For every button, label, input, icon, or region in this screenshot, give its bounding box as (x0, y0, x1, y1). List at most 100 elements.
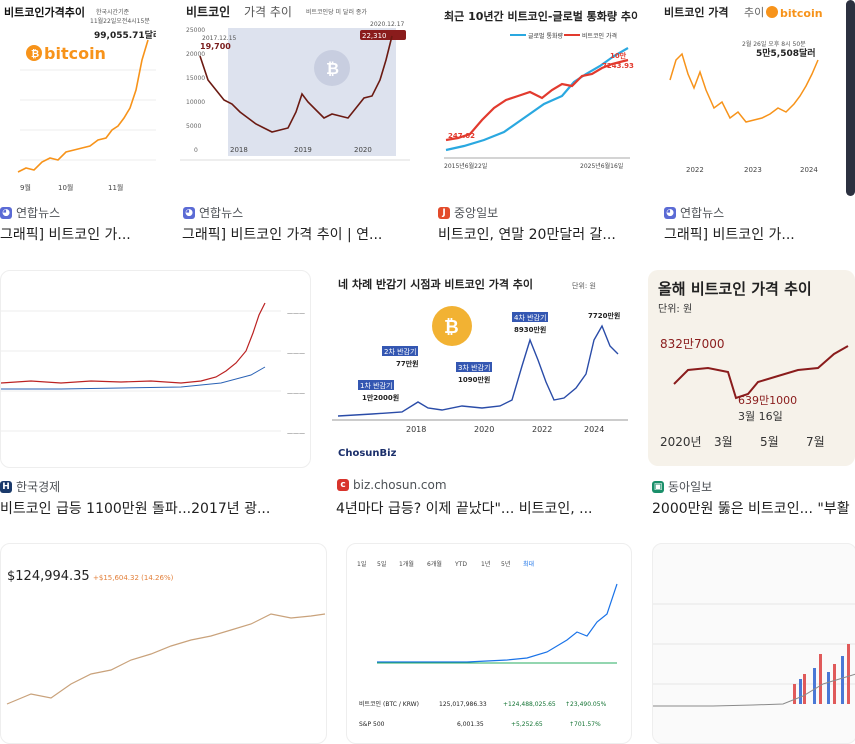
svg-text:₿: ₿ (31, 48, 39, 60)
svg-text:1일: 1일 (357, 560, 366, 568)
result-thumb-4[interactable]: 비트코인 가격 추이 bitcoin 2월 26일 오후 8시 50분 5만5,… (660, 0, 825, 196)
svg-text:글로벌 통화량: 글로벌 통화량 (528, 32, 564, 40)
svg-text:6개월: 6개월 (427, 560, 442, 568)
svg-text:8930만원: 8930만원 (514, 325, 546, 334)
svg-text:7월: 7월 (806, 435, 825, 449)
svg-text:3월 16일: 3월 16일 (738, 409, 783, 423)
result-caption-5[interactable]: 비트코인 급등 1100만원 돌파...2017년 광... (0, 501, 271, 517)
result-thumb-3[interactable]: 최근 10년간 비트코인-글로벌 통화량 추이 글로벌 통화량 비트코인 가격 … (434, 0, 638, 196)
svg-text:2024: 2024 (800, 166, 818, 174)
result-thumb-2[interactable]: 비트코인 가격 추이 비트코인당 미 달러 종가 ₿ 25000 20000 15… (180, 0, 410, 196)
svg-text:22,310: 22,310 (362, 32, 387, 40)
svg-text:2018: 2018 (230, 146, 248, 154)
svg-text:5일: 5일 (377, 560, 386, 568)
result-thumb-1[interactable]: 비트코인가격추이 한국시간기준 11월22일오전4시15분 ₿ bitcoin … (0, 0, 156, 196)
svg-text:3월: 3월 (714, 435, 733, 449)
result-thumb-9[interactable]: 1일 5일 1개월 6개월 YTD 1년 5년 최대 비트코인 (BTC / KRW) 1… (346, 543, 632, 744)
svg-text:단위: 원: 단위: 원 (572, 281, 596, 290)
svg-text:6,001.35: 6,001.35 (457, 721, 484, 728)
joongang-icon: J (438, 206, 450, 219)
result-caption-2[interactable]: 그래픽] 비트코인 가격 추이 | 연... (182, 227, 383, 243)
hankyung-icon: H (0, 480, 12, 493)
svg-text:비트코인: 비트코인 (186, 4, 230, 19)
svg-text:$124,994.35: $124,994.35 (7, 569, 90, 584)
svg-text:5년: 5년 (501, 560, 510, 568)
result-caption-3[interactable]: 비트코인, 연말 20만달러 갈... (438, 227, 616, 243)
yonhap-icon: ◕ (664, 206, 676, 219)
svg-text:단위: 원: 단위: 원 (658, 302, 692, 315)
svg-text:비트코인 가격: 비트코인 가격 (582, 32, 617, 40)
svg-text:1개월: 1개월 (399, 560, 414, 568)
svg-text:1차 반감기: 1차 반감기 (360, 381, 392, 390)
result-source-3[interactable]: J 중앙일보 (438, 204, 498, 221)
svg-text:2020.12.17: 2020.12.17 (370, 21, 405, 28)
result-caption-1[interactable]: 그래픽] 비트코인 가... (0, 227, 131, 243)
result-source-2[interactable]: ◕ 연합뉴스 (183, 204, 243, 221)
svg-text:비트코인 (BTC / KRW): 비트코인 (BTC / KRW) (359, 700, 419, 708)
svg-text:S&P 500: S&P 500 (359, 721, 385, 728)
svg-text:10월: 10월 (58, 183, 73, 192)
svg-text:7720만원: 7720만원 (588, 311, 620, 320)
result-thumb-10[interactable] (652, 543, 855, 744)
result-source-6[interactable]: c biz.chosun.com (337, 478, 447, 492)
result-thumb-7[interactable]: 올해 비트코인 가격 추이 단위: 원 832만7000 639만1000 3월… (648, 270, 855, 466)
svg-text:2022: 2022 (532, 425, 552, 434)
svg-text:2017.12.15: 2017.12.15 (202, 35, 237, 42)
result-thumb-5[interactable]: ——— ——— ——— ——— (0, 270, 311, 468)
svg-text:2023: 2023 (744, 166, 762, 174)
svg-text:1090만원: 1090만원 (458, 375, 490, 384)
svg-text:최대: 최대 (523, 560, 534, 568)
svg-text:4차 반감기: 4차 반감기 (514, 313, 546, 322)
svg-text:네 차례 반감기 시점과 비트코인 가격 추이: 네 차례 반감기 시점과 비트코인 가격 추이 (338, 277, 533, 291)
svg-text:10만: 10만 (610, 51, 627, 60)
svg-text:11월: 11월 (108, 183, 123, 192)
svg-text:20000: 20000 (186, 51, 205, 58)
result-caption-4[interactable]: 그래픽] 비트코인 가... (664, 227, 795, 243)
svg-text:↑23,490.05%: ↑23,490.05% (565, 701, 607, 708)
svg-text:5월: 5월 (760, 435, 779, 449)
result-thumb-partial-1[interactable] (846, 0, 855, 196)
svg-text:———: ——— (287, 350, 305, 357)
svg-text:올해 비트코인 가격 추이: 올해 비트코인 가격 추이 (658, 280, 812, 298)
svg-text:2024: 2024 (584, 425, 604, 434)
donga-icon: ▣ (652, 480, 664, 493)
svg-text:2015년6월22일: 2015년6월22일 (444, 162, 487, 170)
svg-text:125,017,986.33: 125,017,986.33 (439, 701, 487, 708)
result-thumb-8[interactable]: $124,994.35 +$15,604.32 (14.26%) (0, 543, 327, 744)
svg-text:↑701.57%: ↑701.57% (569, 721, 601, 728)
svg-text:639만1000: 639만1000 (738, 394, 797, 407)
svg-text:247.02: 247.02 (448, 132, 475, 140)
svg-text:2025년6월16일: 2025년6월16일 (580, 162, 623, 170)
svg-text:bitcoin: bitcoin (44, 44, 106, 63)
result-caption-7[interactable]: 2000만원 뚫은 비트코인... "부활 (652, 501, 850, 517)
svg-text:최근 10년간 비트코인-글로벌 통화량 추이: 최근 10년간 비트코인-글로벌 통화량 추이 (444, 9, 638, 23)
svg-text:가격 추이: 가격 추이 (244, 5, 292, 19)
svg-text:₿: ₿ (326, 59, 339, 78)
result-source-1[interactable]: ◕ 연합뉴스 (0, 204, 60, 221)
result-source-5[interactable]: H 한국경제 (0, 478, 60, 495)
svg-text:15000: 15000 (186, 75, 205, 82)
yonhap-icon: ◕ (183, 206, 195, 219)
result-source-4[interactable]: ◕ 연합뉴스 (664, 204, 724, 221)
svg-text:5000: 5000 (186, 123, 201, 130)
svg-text:2018: 2018 (406, 425, 426, 434)
svg-text:5만5,508달러: 5만5,508달러 (756, 47, 816, 59)
svg-text:ChosunBiz: ChosunBiz (338, 448, 397, 459)
svg-text:19,700: 19,700 (200, 42, 231, 51)
svg-text:2022: 2022 (686, 166, 704, 174)
svg-text:비트코인 가격: 비트코인 가격 (664, 5, 729, 19)
svg-text:9월: 9월 (20, 183, 31, 192)
svg-text:비트코인당 미 달러 종가: 비트코인당 미 달러 종가 (306, 8, 367, 16)
svg-text:———: ——— (287, 430, 305, 437)
svg-text:1년: 1년 (481, 560, 490, 568)
result-source-7[interactable]: ▣ 동아일보 (652, 480, 713, 494)
svg-text:1만2000원: 1만2000원 (362, 393, 399, 402)
result-caption-6[interactable]: 4년마다 급등? 이제 끝났다"... 비트코인, ... (336, 501, 593, 517)
svg-text:YTD: YTD (454, 561, 467, 568)
svg-text:7243.93: 7243.93 (602, 62, 634, 70)
svg-text:+5,252.65: +5,252.65 (511, 721, 543, 728)
svg-text:2019: 2019 (294, 146, 312, 154)
result-thumb-6[interactable]: 네 차례 반감기 시점과 비트코인 가격 추이 단위: 원 ₿ 2차 반감기 7… (332, 270, 628, 466)
svg-text:2월 26일 오후 8시 50분: 2월 26일 오후 8시 50분 (742, 40, 806, 48)
yonhap-icon: ◕ (0, 206, 12, 219)
